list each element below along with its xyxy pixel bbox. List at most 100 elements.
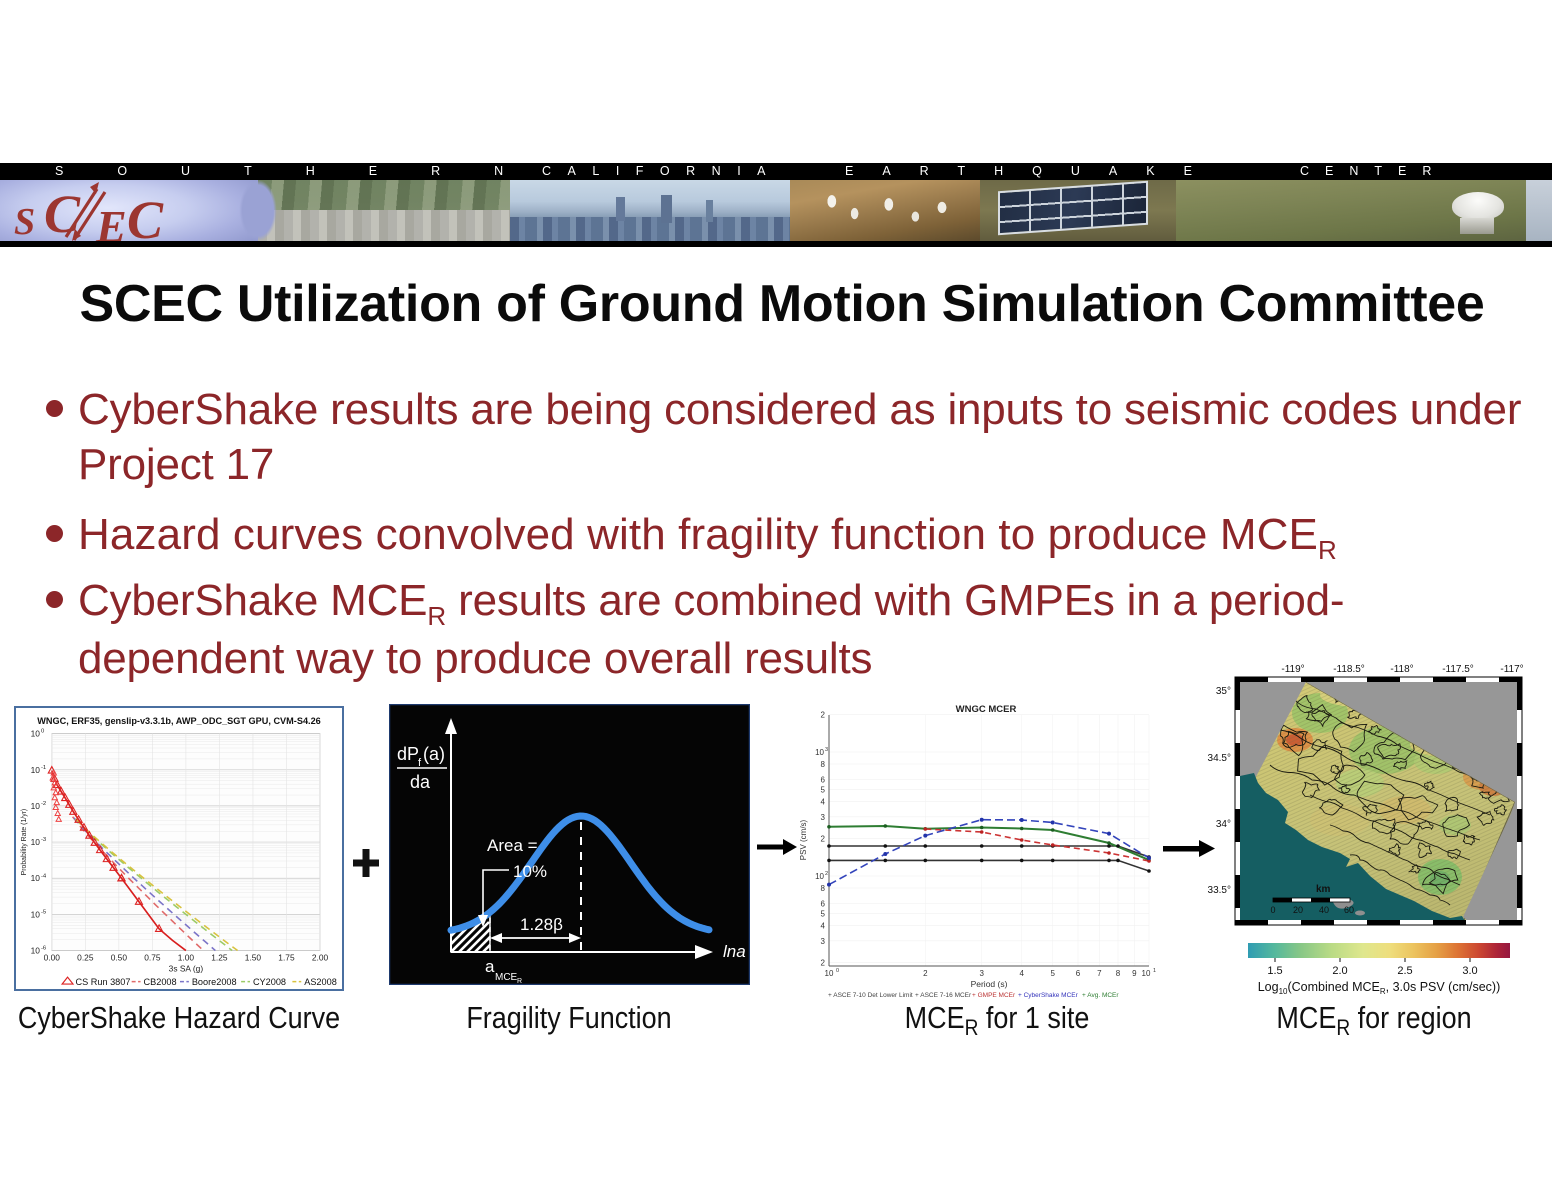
svg-text:0.50: 0.50 xyxy=(111,952,128,962)
svg-text:3: 3 xyxy=(821,937,826,946)
svg-text:Area =: Area = xyxy=(487,836,538,855)
svg-text:2.5: 2.5 xyxy=(1397,965,1412,977)
svg-text:34°: 34° xyxy=(1216,819,1231,830)
svg-text:6: 6 xyxy=(1076,969,1081,978)
svg-text:3.0: 3.0 xyxy=(1462,965,1477,977)
svg-text:10: 10 xyxy=(815,748,824,757)
svg-text:8: 8 xyxy=(821,760,826,769)
svg-text:2: 2 xyxy=(825,871,828,877)
svg-text:10: 10 xyxy=(31,873,41,883)
svg-text:8: 8 xyxy=(1116,969,1121,978)
svg-text:2.0: 2.0 xyxy=(1332,965,1347,977)
svg-text:7: 7 xyxy=(1097,969,1102,978)
svg-text:E: E xyxy=(95,201,127,241)
svg-text:3: 3 xyxy=(979,969,984,978)
svg-text:WNGC, ERF35, genslip-v3.3.1b,: WNGC, ERF35, genslip-v3.3.1b, AWP_ODC_SG… xyxy=(37,716,321,726)
svg-text:20: 20 xyxy=(1293,905,1303,915)
svg-text:-4: -4 xyxy=(41,873,47,879)
svg-text:0: 0 xyxy=(41,729,45,735)
svg-text:Period (s): Period (s) xyxy=(971,979,1008,989)
svg-text:+ CyberShake MCEr: + CyberShake MCEr xyxy=(1018,992,1079,999)
svg-text:1.00: 1.00 xyxy=(178,952,195,962)
svg-text:10: 10 xyxy=(1142,969,1151,978)
svg-text:10: 10 xyxy=(31,837,41,847)
svg-text:2: 2 xyxy=(923,969,928,978)
svg-text:Log10(Combined MCER, 3.0s PSV: Log10(Combined MCER, 3.0s PSV (cm/sec)) xyxy=(1258,980,1501,996)
svg-text:10: 10 xyxy=(31,729,41,739)
svg-text:da: da xyxy=(410,772,431,792)
svg-text:34.5°: 34.5° xyxy=(1208,753,1231,764)
svg-text:0: 0 xyxy=(1270,905,1275,915)
svg-text:5: 5 xyxy=(1050,969,1055,978)
svg-text:-118.5°: -118.5° xyxy=(1333,664,1365,675)
svg-text:+ GMPE MCEr: + GMPE MCEr xyxy=(972,992,1016,999)
svg-text:-3: -3 xyxy=(41,837,47,843)
svg-text:(a): (a) xyxy=(423,744,445,764)
svg-text:35°: 35° xyxy=(1216,686,1231,697)
svg-text:MCE: MCE xyxy=(495,972,518,983)
svg-text:3: 3 xyxy=(825,747,828,753)
svg-text:2: 2 xyxy=(821,959,826,968)
svg-text:10: 10 xyxy=(31,765,41,775)
svg-text:40: 40 xyxy=(1319,905,1329,915)
svg-text:-2: -2 xyxy=(41,801,46,807)
svg-text:CY2008: CY2008 xyxy=(253,977,286,987)
svg-text:10: 10 xyxy=(825,969,834,978)
svg-text:5: 5 xyxy=(821,909,826,918)
svg-text:3: 3 xyxy=(821,813,826,822)
svg-text:-118°: -118° xyxy=(1390,664,1413,675)
svg-text:1: 1 xyxy=(1153,968,1156,974)
svg-text:0.00: 0.00 xyxy=(44,952,61,962)
svg-text:-6: -6 xyxy=(41,946,47,952)
svg-text:R: R xyxy=(517,978,522,985)
svg-text:10: 10 xyxy=(31,801,41,811)
svg-text:0.75: 0.75 xyxy=(144,952,161,962)
svg-text:f: f xyxy=(418,757,422,769)
svg-text:+ Avg. MCEr: + Avg. MCEr xyxy=(1082,992,1119,999)
svg-text:6: 6 xyxy=(821,900,826,909)
svg-text:-5: -5 xyxy=(41,909,47,915)
svg-text:-1: -1 xyxy=(41,765,46,771)
svg-text:lna: lna xyxy=(723,942,746,961)
svg-text:4: 4 xyxy=(821,921,826,930)
svg-text:AS2008: AS2008 xyxy=(304,977,337,987)
svg-text:60: 60 xyxy=(1344,905,1354,915)
svg-text:-119°: -119° xyxy=(1281,664,1304,675)
svg-text:2: 2 xyxy=(821,835,826,844)
svg-text:10: 10 xyxy=(815,872,824,881)
svg-text:5: 5 xyxy=(821,785,826,794)
svg-text:4: 4 xyxy=(821,797,826,806)
svg-text:Boore2008: Boore2008 xyxy=(192,977,237,987)
svg-text:10: 10 xyxy=(31,909,41,919)
svg-text:C: C xyxy=(127,190,164,241)
svg-text:2: 2 xyxy=(821,711,826,720)
svg-text:WNGC MCER: WNGC MCER xyxy=(956,704,1017,715)
svg-text:Probability Rate (1/yr): Probability Rate (1/yr) xyxy=(21,809,28,876)
svg-text:PSV (cm/s): PSV (cm/s) xyxy=(800,819,808,860)
svg-text:+ ASCE 7-10 Det Lower Limit: + ASCE 7-10 Det Lower Limit xyxy=(828,992,913,999)
svg-text:9: 9 xyxy=(1132,969,1137,978)
svg-text:CS Run 3807: CS Run 3807 xyxy=(75,977,130,987)
svg-text:10: 10 xyxy=(31,946,41,956)
svg-text:4: 4 xyxy=(1019,969,1024,978)
svg-text:1.50: 1.50 xyxy=(245,952,262,962)
svg-text:33.5°: 33.5° xyxy=(1208,885,1231,896)
svg-text:1.75: 1.75 xyxy=(278,952,295,962)
svg-text:8: 8 xyxy=(821,884,826,893)
svg-text:dP: dP xyxy=(397,744,419,764)
svg-text:6: 6 xyxy=(821,776,826,785)
svg-text:+ ASCE 7-16 MCEr: + ASCE 7-16 MCEr xyxy=(915,992,972,999)
svg-text:0: 0 xyxy=(836,968,839,974)
svg-text:3s SA (g): 3s SA (g) xyxy=(169,963,204,973)
svg-text:CB2008: CB2008 xyxy=(144,977,177,987)
svg-text:10%: 10% xyxy=(513,862,547,881)
svg-text:a: a xyxy=(485,957,495,976)
svg-text:S: S xyxy=(14,201,35,241)
svg-text:km: km xyxy=(1316,884,1331,895)
svg-text:1.25: 1.25 xyxy=(211,952,228,962)
svg-text:1.5: 1.5 xyxy=(1267,965,1282,977)
svg-text:-117.5°: -117.5° xyxy=(1442,664,1474,675)
svg-text:1.28β: 1.28β xyxy=(520,915,563,934)
svg-text:0.25: 0.25 xyxy=(77,952,94,962)
svg-text:-117°: -117° xyxy=(1500,664,1523,675)
